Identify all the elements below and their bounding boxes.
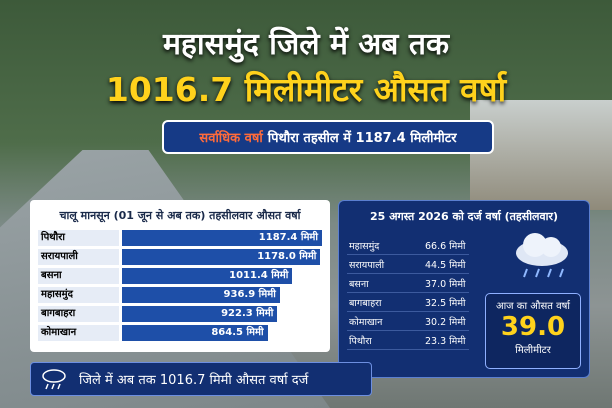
- rain-cloud-icon: [516, 233, 568, 278]
- row-amount: 66.6 मिमी: [425, 241, 466, 252]
- average-box: आज का औसत वर्षा 39.0 मिलीमीटर: [485, 293, 581, 369]
- panel-title: 25 अगस्त 2026 को दर्ज वर्षा (तहसीलवार): [369, 210, 559, 223]
- row-name: महासमुंद: [38, 287, 119, 303]
- footer: जिले में अब तक 1016.7 मिमी औसत वर्षा दर्…: [30, 362, 372, 396]
- bar: [122, 249, 321, 265]
- row-amount: 32.5 मिमी: [425, 298, 466, 309]
- subtitle: सर्वाधिक वर्षा पिथौरा तहसील में 1187.4 मि…: [162, 120, 494, 154]
- panel-title: चालू मानसून (01 जून से अब तक) तहसीलवार औ…: [59, 209, 301, 222]
- left-panel: चालू मानसून (01 जून से अब तक) तहसीलवार औ…: [30, 200, 330, 352]
- row-name: बागबाहरा: [349, 298, 382, 309]
- row-amount: 44.5 मिमी: [425, 260, 466, 271]
- footer-text: जिले में अब तक 1016.7 मिमी औसत वर्षा दर्…: [79, 373, 309, 388]
- value-label: 1187.4 मिमी: [258, 232, 318, 243]
- table-row: कोमाखान 30.2 मिमी: [347, 313, 469, 331]
- bar: [122, 268, 293, 284]
- table-row: पिथौरा 23.3 मिमी: [347, 332, 469, 350]
- bar-row: सरायपाली 1178.0 मिमी: [38, 249, 324, 265]
- row-name: पिथौरा: [349, 336, 372, 347]
- title-line1: महासमुंद जिले में अब तक: [162, 27, 450, 62]
- row-name: सरायपाली: [349, 260, 385, 271]
- row-name: कोमाखान: [349, 317, 383, 328]
- table-row: महासमुंद 66.6 मिमी: [347, 237, 469, 255]
- row-name: कोमाखान: [38, 325, 119, 341]
- bar-row: महासमुंद 936.9 मिमी: [38, 287, 324, 303]
- table-row: बागबाहरा 32.5 मिमी: [347, 294, 469, 312]
- bar: [122, 230, 322, 246]
- subtitle-highlight: सर्वाधिक वर्षा: [199, 131, 263, 146]
- bar: [122, 287, 280, 303]
- footer-icon: [42, 369, 66, 390]
- bar-row: बागबाहरा 922.3 मिमी: [38, 306, 324, 322]
- background-water: [470, 100, 612, 210]
- row-amount: 30.2 मिमी: [425, 317, 466, 328]
- value-label: 936.9 मिमी: [223, 289, 276, 300]
- row-name: सरायपाली: [38, 249, 119, 265]
- row-name: पिथौरा: [38, 230, 119, 246]
- row-name: बसना: [349, 279, 369, 290]
- row-name: महासमुंद: [349, 241, 380, 252]
- bar: [122, 325, 268, 341]
- row-name: बागबाहरा: [38, 306, 119, 322]
- value-label: 864.5 मिमी: [211, 327, 264, 338]
- row-amount: 23.3 मिमी: [425, 336, 466, 347]
- row-name: बसना: [38, 268, 119, 284]
- value-label: 1011.4 मिमी: [229, 270, 289, 281]
- bar-row: बसना 1011.4 मिमी: [38, 268, 324, 284]
- table-row: सरायपाली 44.5 मिमी: [347, 256, 469, 274]
- subtitle-rest: पिथौरा तहसील में 1187.4 मिलीमीटर: [267, 131, 457, 146]
- value-label: 922.3 मिमी: [221, 308, 274, 319]
- row-amount: 37.0 मिमी: [425, 279, 466, 290]
- bar-row: कोमाखान 864.5 मिमी: [38, 325, 324, 341]
- average-unit: मिलीमीटर: [515, 345, 551, 356]
- average-caption: आज का औसत वर्षा: [495, 301, 571, 312]
- table-row: बसना 37.0 मिमी: [347, 275, 469, 293]
- bar-row: पिथौरा 1187.4 मिमी: [38, 230, 324, 246]
- right-panel: 25 अगस्त 2026 को दर्ज वर्षा (तहसीलवार) आ…: [338, 200, 590, 378]
- title-line2: 1016.7 मिलीमीटर औसत वर्षा: [105, 70, 507, 109]
- average-value: 39.0: [500, 312, 566, 342]
- bar: [122, 306, 278, 322]
- value-label: 1178.0 मिमी: [257, 251, 317, 262]
